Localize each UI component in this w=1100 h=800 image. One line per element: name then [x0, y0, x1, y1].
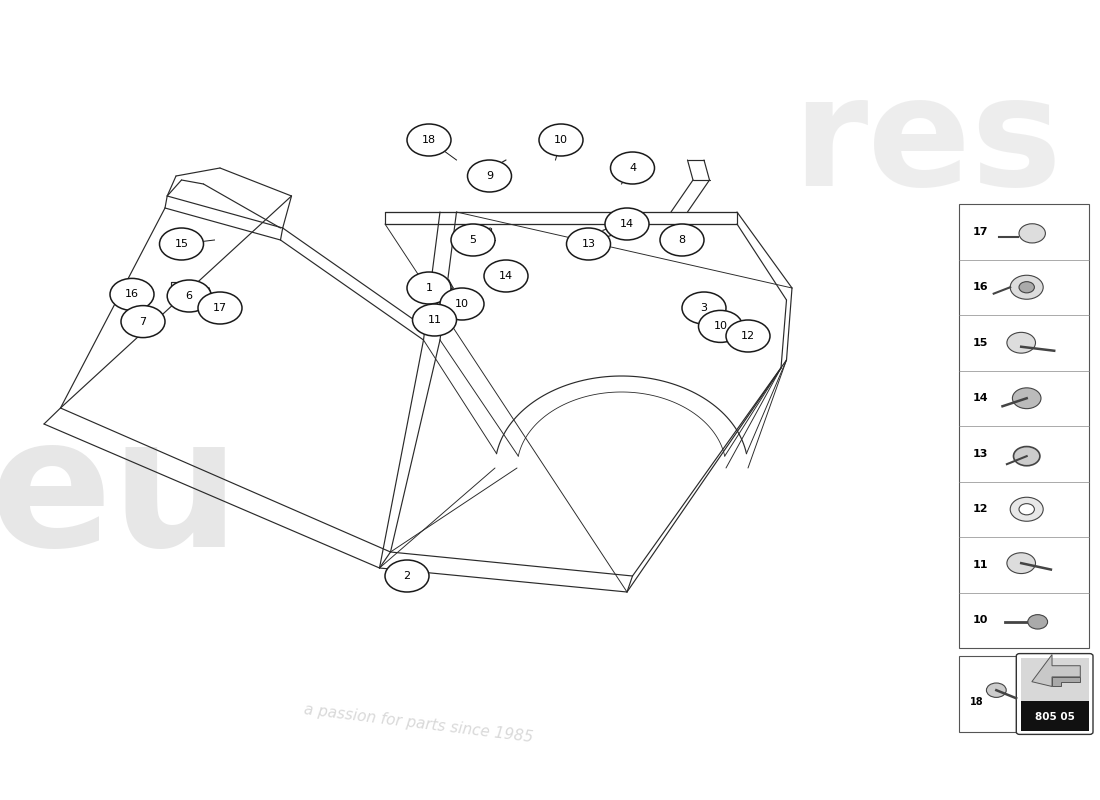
Text: 10: 10 — [714, 322, 727, 331]
Circle shape — [468, 160, 512, 192]
Text: 8: 8 — [679, 235, 685, 245]
Circle shape — [385, 560, 429, 592]
Text: 11: 11 — [972, 560, 988, 570]
Circle shape — [726, 320, 770, 352]
Circle shape — [407, 124, 451, 156]
Text: 15: 15 — [175, 239, 188, 249]
Polygon shape — [1052, 677, 1080, 686]
Text: 805 05: 805 05 — [1035, 712, 1075, 722]
Circle shape — [1012, 388, 1041, 409]
Text: 14: 14 — [499, 271, 513, 281]
Text: 11: 11 — [428, 315, 441, 325]
Polygon shape — [1032, 654, 1080, 686]
Circle shape — [407, 272, 451, 304]
Bar — [1021, 701, 1089, 731]
Text: 7: 7 — [140, 317, 146, 326]
Text: 17: 17 — [972, 226, 988, 237]
Circle shape — [1010, 275, 1043, 299]
Text: 18: 18 — [422, 135, 436, 145]
Circle shape — [484, 260, 528, 292]
Text: 10: 10 — [455, 299, 469, 309]
Text: res: res — [792, 70, 1062, 218]
Text: 15: 15 — [972, 338, 988, 348]
Text: eu: eu — [0, 408, 240, 584]
Text: 12: 12 — [741, 331, 755, 341]
Circle shape — [566, 228, 610, 260]
Circle shape — [440, 288, 484, 320]
Text: a passion for parts since 1985: a passion for parts since 1985 — [302, 702, 534, 746]
Circle shape — [412, 304, 456, 336]
Circle shape — [1013, 446, 1040, 466]
Circle shape — [1019, 282, 1034, 293]
Text: 14: 14 — [620, 219, 634, 229]
Circle shape — [1006, 332, 1035, 353]
Text: 2: 2 — [404, 571, 410, 581]
Circle shape — [198, 292, 242, 324]
Text: 10: 10 — [554, 135, 568, 145]
Text: 14: 14 — [972, 394, 988, 403]
Text: 12: 12 — [972, 504, 988, 514]
Circle shape — [1006, 553, 1035, 574]
Bar — [1021, 658, 1089, 702]
Circle shape — [167, 280, 211, 312]
Text: 16: 16 — [972, 282, 988, 292]
Circle shape — [1010, 498, 1043, 522]
Text: 6: 6 — [186, 291, 192, 301]
Circle shape — [605, 208, 649, 240]
Bar — [959, 204, 1089, 648]
Text: 4: 4 — [629, 163, 636, 173]
Bar — [959, 656, 1016, 732]
Circle shape — [987, 683, 1007, 698]
Circle shape — [1019, 224, 1045, 243]
Text: 13: 13 — [582, 239, 595, 249]
Text: 16: 16 — [125, 290, 139, 299]
Text: 10: 10 — [972, 615, 988, 626]
Text: 13: 13 — [972, 449, 988, 458]
Text: 5: 5 — [470, 235, 476, 245]
Circle shape — [682, 292, 726, 324]
Circle shape — [451, 224, 495, 256]
Text: 9: 9 — [486, 171, 493, 181]
Circle shape — [110, 278, 154, 310]
Circle shape — [610, 152, 654, 184]
Text: 18: 18 — [970, 697, 983, 706]
Text: 3: 3 — [701, 303, 707, 313]
Circle shape — [539, 124, 583, 156]
Text: 17: 17 — [213, 303, 227, 313]
Circle shape — [121, 306, 165, 338]
Text: 1: 1 — [426, 283, 432, 293]
Circle shape — [1019, 504, 1034, 515]
Circle shape — [698, 310, 742, 342]
Circle shape — [160, 228, 204, 260]
Circle shape — [1027, 614, 1047, 629]
FancyBboxPatch shape — [1016, 654, 1093, 734]
Circle shape — [660, 224, 704, 256]
